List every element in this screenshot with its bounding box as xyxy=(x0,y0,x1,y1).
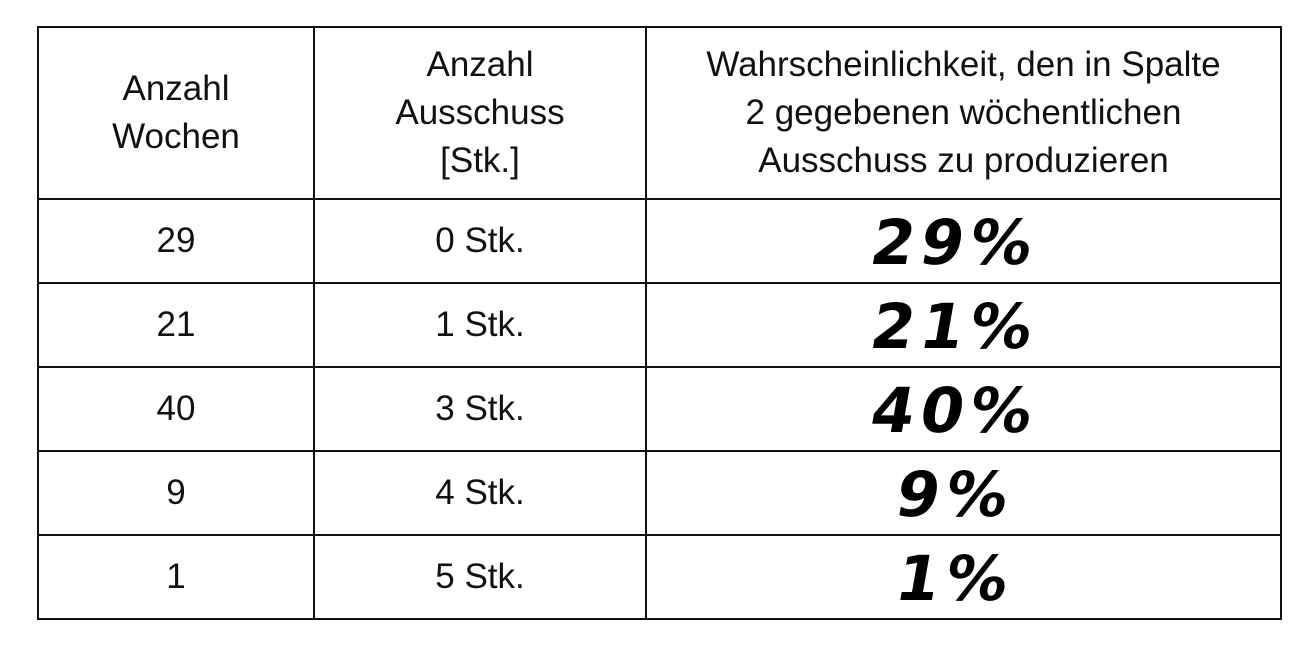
table-row: 9 4 Stk. 9% xyxy=(37,450,1282,536)
handwritten-probability: 40% xyxy=(865,374,1045,447)
scrap-cell: 1 Stk. xyxy=(313,282,647,368)
probability-cell: 29% xyxy=(645,198,1282,284)
header-scrap: Anzahl Ausschuss [Stk.] xyxy=(313,26,647,200)
table-row: 1 5 Stk. 1% xyxy=(37,534,1282,620)
header-row: Anzahl Wochen Anzahl Ausschuss [Stk.] Wa… xyxy=(37,26,1282,200)
scrap-cell: 3 Stk. xyxy=(313,366,647,452)
scrap-cell: 5 Stk. xyxy=(313,534,647,620)
header-weeks-line-1: Anzahl xyxy=(122,69,230,108)
probability-cell: 9% xyxy=(645,450,1282,536)
handwritten-probability: 29% xyxy=(865,206,1045,279)
probability-cell: 40% xyxy=(645,366,1282,452)
scrap-cell: 0 Stk. xyxy=(313,198,647,284)
weeks-cell: 40 xyxy=(37,366,315,452)
scrap-cell: 4 Stk. xyxy=(313,450,647,536)
weeks-cell: 9 xyxy=(37,450,315,536)
table-row: 29 0 Stk. 29% xyxy=(37,198,1282,284)
header-scrap-line-3: [Stk.] xyxy=(440,141,520,180)
handwritten-probability: 9% xyxy=(890,458,1021,531)
probability-cell: 21% xyxy=(645,282,1282,368)
header-probability-line-1: Wahrscheinlichkeit, den in Spalte xyxy=(706,45,1221,84)
table-row: 40 3 Stk. 40% xyxy=(37,366,1282,452)
probability-cell: 1% xyxy=(645,534,1282,620)
header-scrap-line-1: Anzahl xyxy=(426,45,534,84)
handwritten-probability: 21% xyxy=(865,290,1045,363)
weeks-cell: 1 xyxy=(37,534,315,620)
header-scrap-line-2: Ausschuss xyxy=(395,93,565,132)
header-weeks-line-2: Wochen xyxy=(112,117,240,156)
header-probability: Wahrscheinlichkeit, den in Spalte 2 gege… xyxy=(645,26,1282,200)
probability-table: Anzahl Wochen Anzahl Ausschuss [Stk.] Wa… xyxy=(37,26,1282,620)
weeks-cell: 29 xyxy=(37,198,315,284)
weeks-cell: 21 xyxy=(37,282,315,368)
header-probability-line-3: Ausschuss zu produzieren xyxy=(758,141,1169,180)
header-weeks: Anzahl Wochen xyxy=(37,26,315,200)
table-row: 21 1 Stk. 21% xyxy=(37,282,1282,368)
header-probability-line-2: 2 gegebenen wöchentlichen xyxy=(745,93,1182,132)
handwritten-probability: 1% xyxy=(890,542,1021,615)
